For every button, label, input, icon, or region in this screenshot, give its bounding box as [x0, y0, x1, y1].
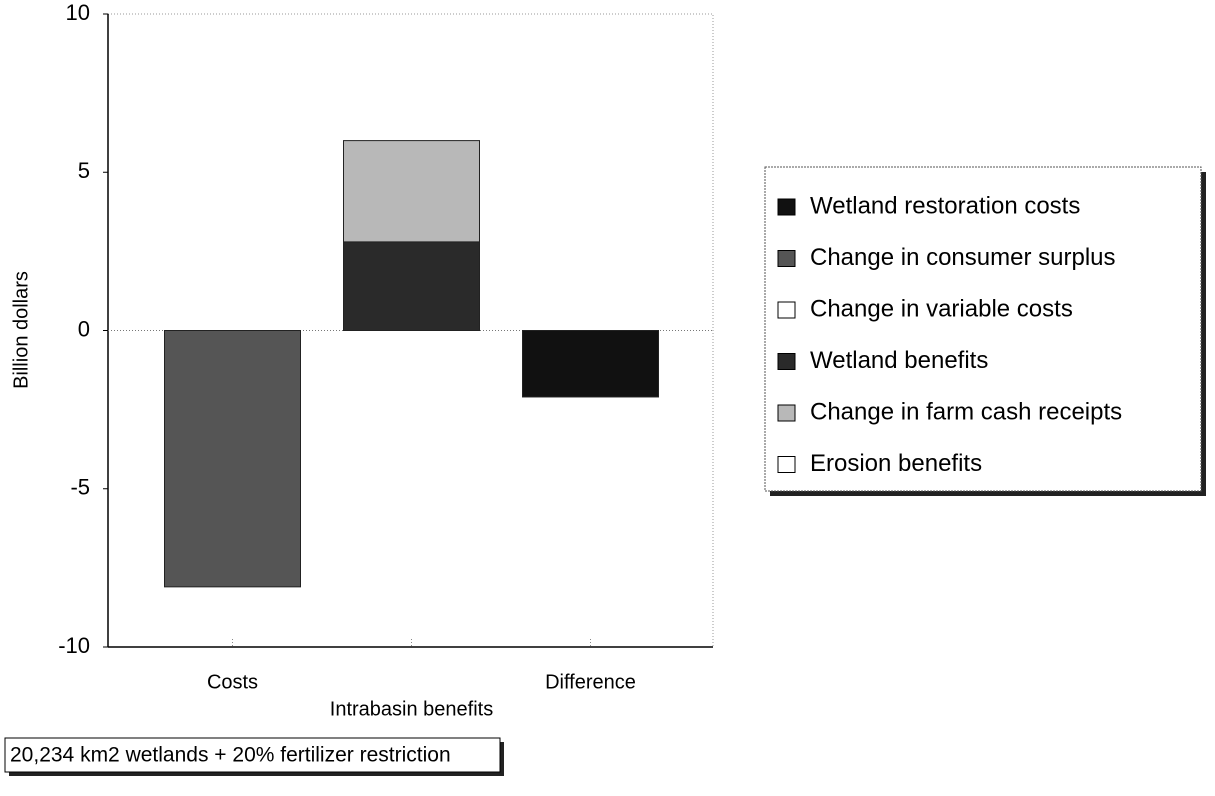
plot-frame	[107, 13, 714, 648]
y-axis-label: Billion dollars	[10, 271, 32, 389]
bar-segment	[164, 330, 301, 588]
legend-label: Change in farm cash receipts	[810, 398, 1122, 425]
legend-swatch	[777, 353, 796, 370]
bar-segment	[522, 330, 659, 398]
y-tick-label: -10	[58, 633, 90, 658]
legend-swatch	[777, 456, 796, 473]
bar-segment	[343, 241, 480, 332]
legend-label: Wetland restoration costs	[810, 192, 1080, 219]
legend-label: Wetland benefits	[810, 347, 988, 374]
annotation: 20,234 km2 wetlands + 20% fertilizer res…	[10, 744, 451, 767]
y-tick-label: 10	[66, 0, 90, 25]
legend-swatch	[777, 198, 796, 216]
legend	[764, 166, 1202, 492]
y-tick-label: 5	[78, 158, 90, 183]
legend-swatch	[777, 301, 796, 319]
bar-segment	[343, 140, 480, 243]
annotation-box	[4, 737, 501, 773]
y-tick-label: -5	[70, 475, 90, 500]
y-tick-label: 0	[78, 316, 90, 341]
legend-label: Erosion benefits	[810, 450, 982, 477]
legend-label: Change in consumer surplus	[810, 244, 1116, 271]
x-tick-label: Costs	[207, 671, 258, 693]
x-tick-label: Difference	[545, 671, 636, 693]
legend-swatch	[777, 404, 796, 422]
x-tick-label: Intrabasin benefits	[330, 698, 493, 720]
legend-swatch	[777, 250, 796, 267]
legend-label: Change in variable costs	[810, 295, 1073, 322]
